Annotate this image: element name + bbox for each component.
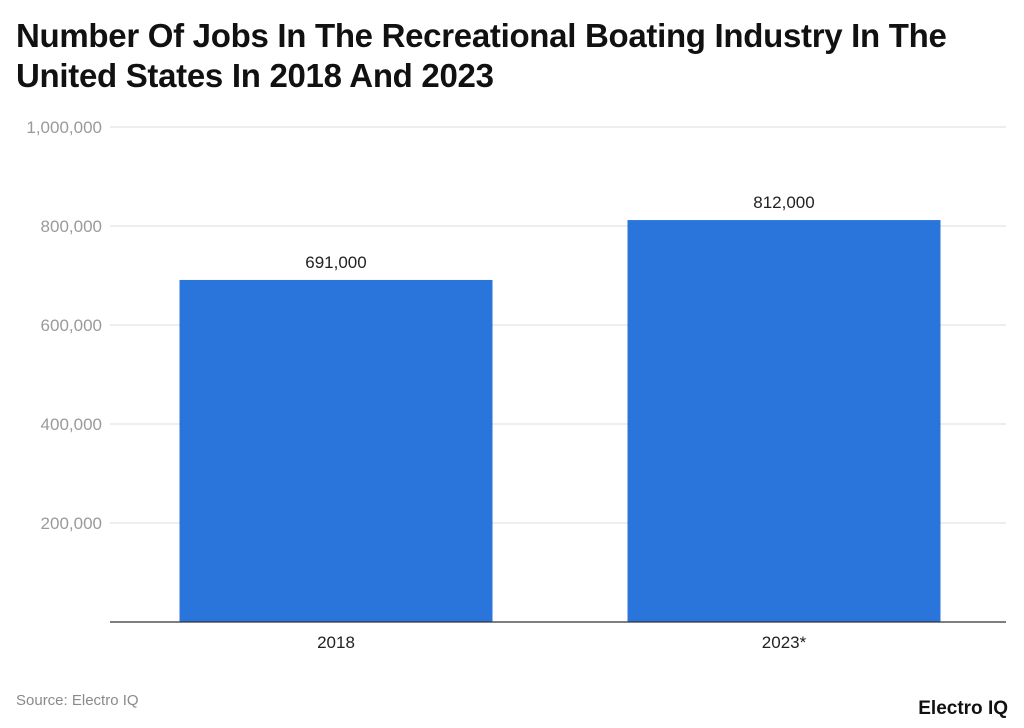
bar-2023	[627, 220, 941, 622]
electro-iq-logo: Electro IQ	[918, 698, 1008, 719]
y-tick-label: 600,000	[41, 316, 102, 335]
source-note: Source: Electro IQ	[16, 692, 139, 709]
x-tick-label: 2018	[317, 633, 355, 652]
y-tick-label: 1,000,000	[26, 118, 102, 137]
y-tick-label: 200,000	[41, 514, 102, 533]
y-tick-label: 400,000	[41, 415, 102, 434]
chart-title: Number Of Jobs In The Recreational Boati…	[16, 17, 947, 94]
y-tick-label: 800,000	[41, 217, 102, 236]
data-label: 812,000	[753, 193, 814, 212]
bar-2018	[179, 279, 493, 622]
x-tick-label: 2023*	[762, 633, 807, 652]
data-label: 691,000	[305, 253, 366, 272]
